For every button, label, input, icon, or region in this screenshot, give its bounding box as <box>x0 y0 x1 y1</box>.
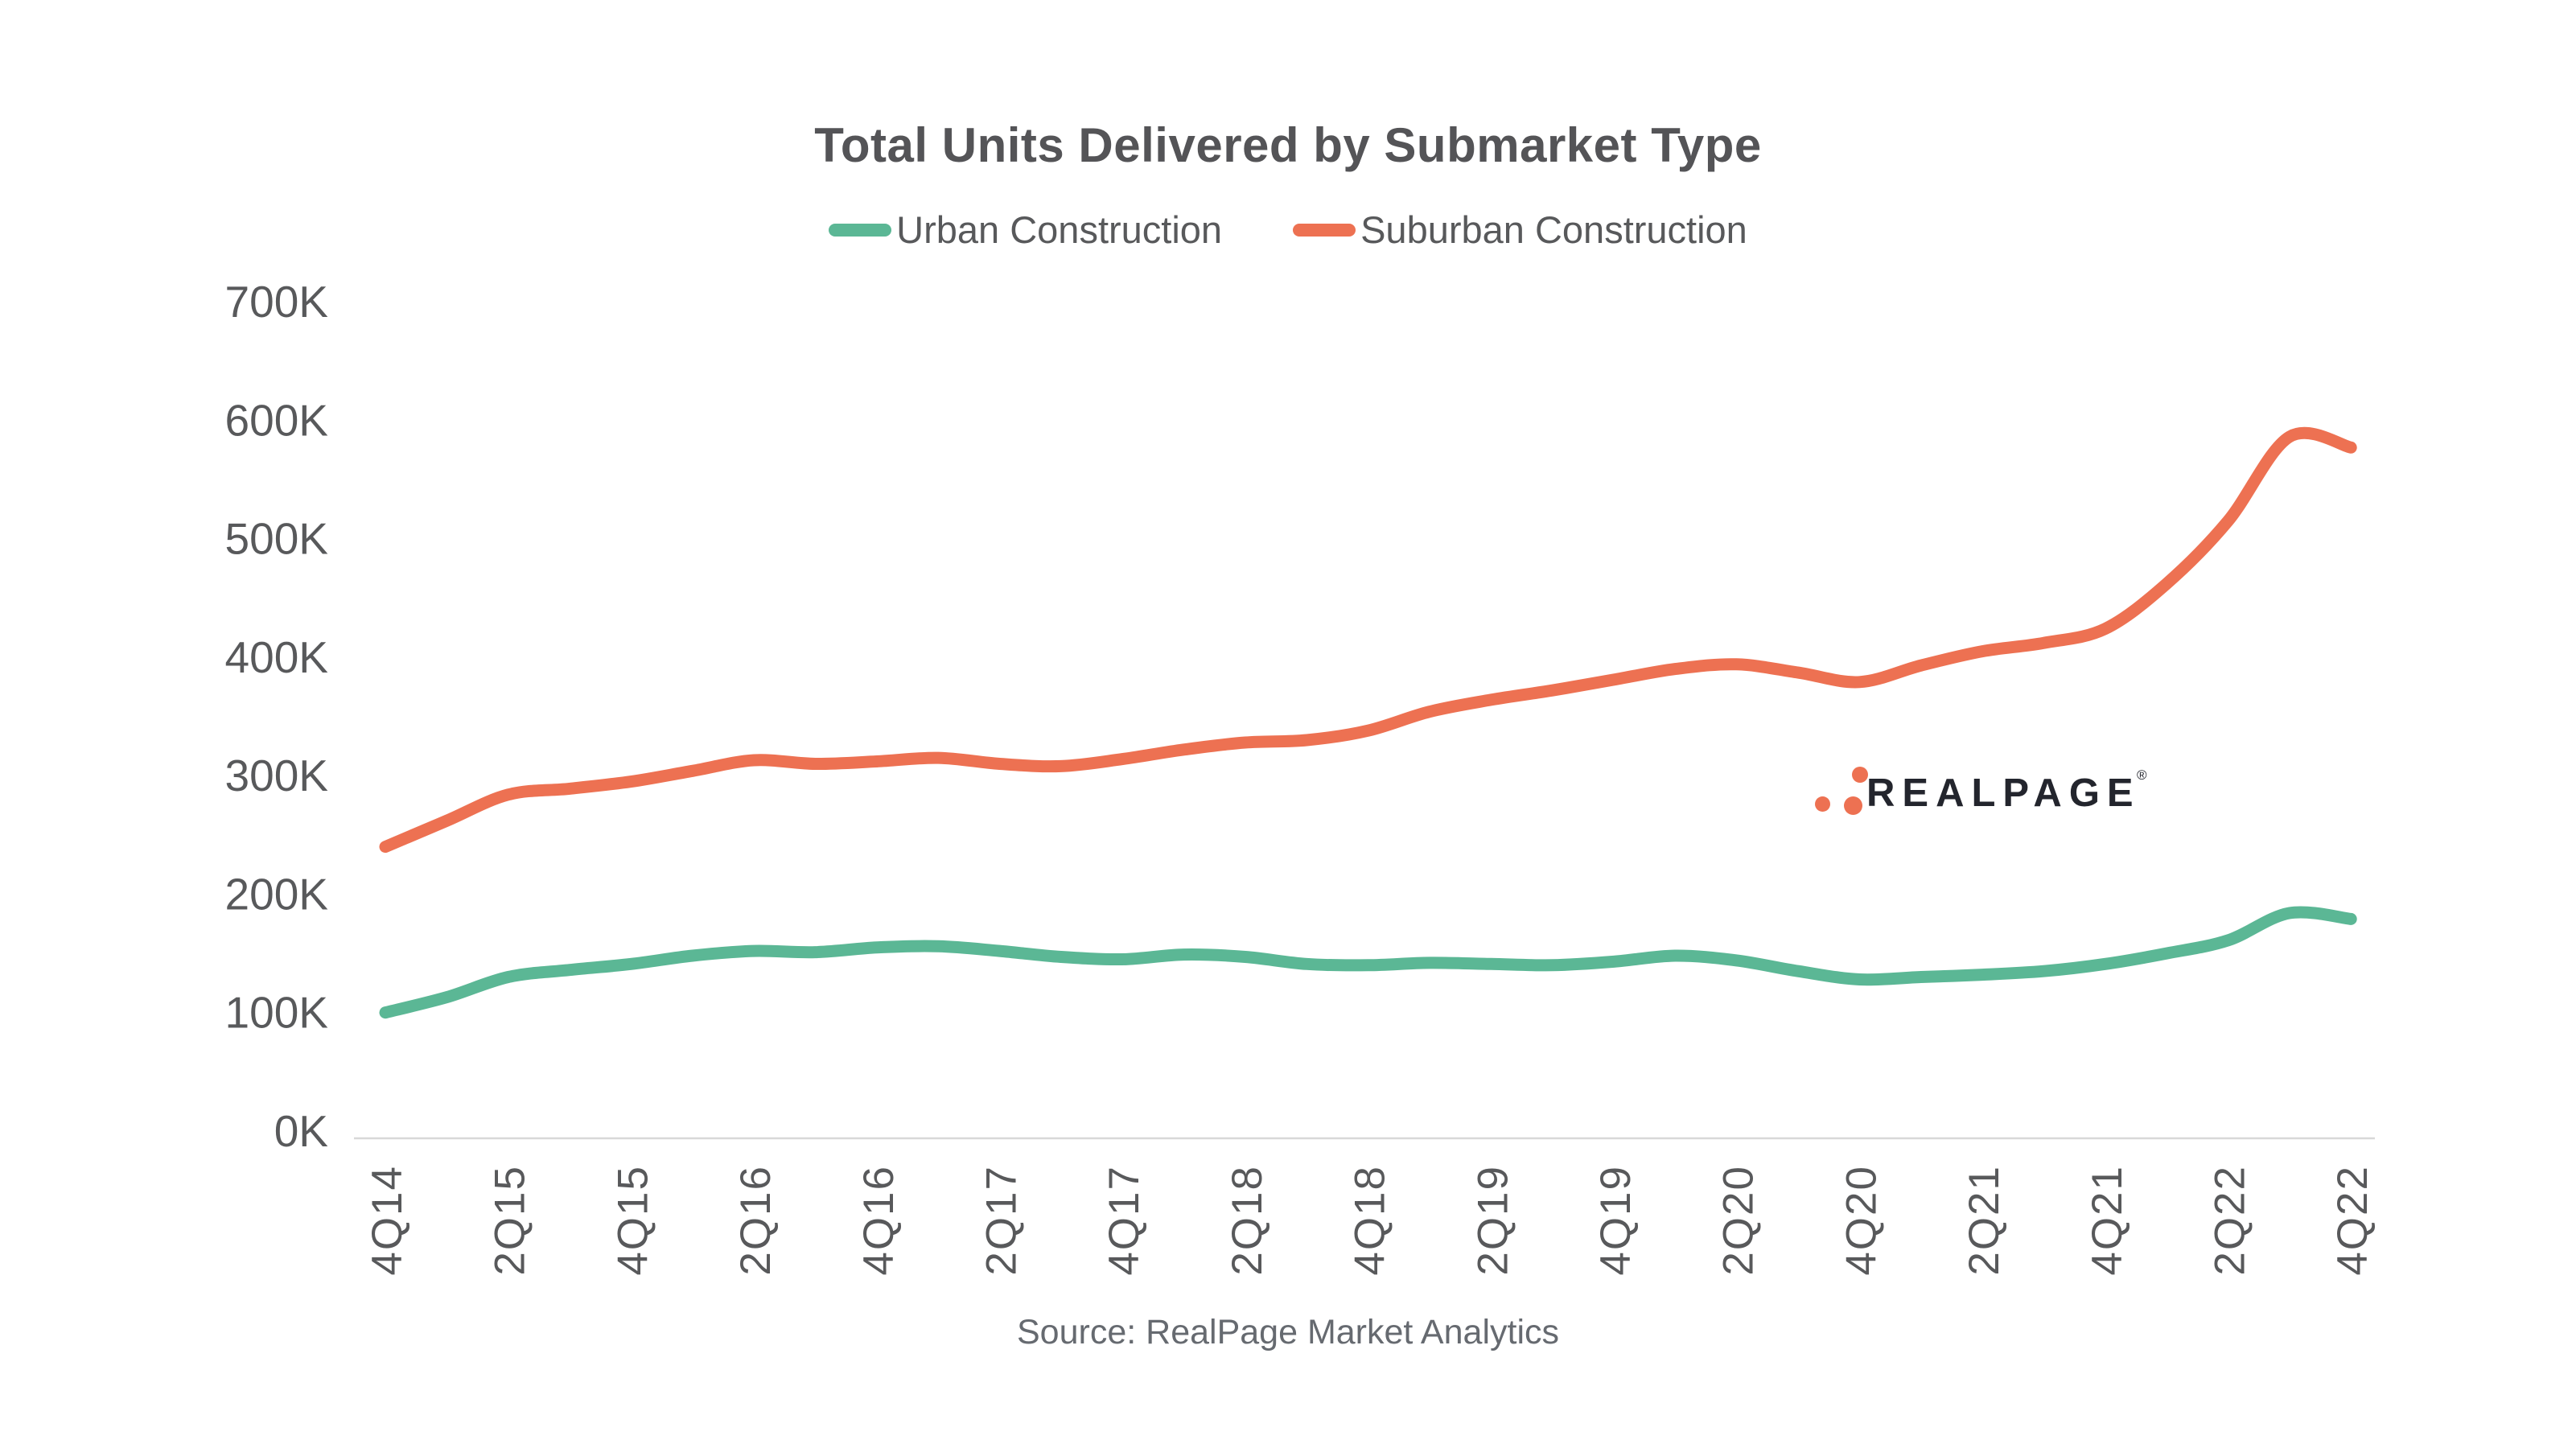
x-axis-tick-label: 2Q19 <box>1469 1165 1516 1276</box>
y-axis-tick-label: 100K <box>225 988 329 1038</box>
x-axis-tick-label: 2Q22 <box>2207 1165 2254 1276</box>
realpage-logo-text: REALPAGE <box>1866 771 2141 815</box>
x-axis-tick-label: 4Q17 <box>1101 1165 1148 1276</box>
y-axis-tick-label: 0K <box>274 1106 329 1156</box>
y-axis-tick-label: 700K <box>225 277 329 327</box>
y-axis-tick-label: 400K <box>225 632 329 682</box>
x-axis-tick-label: 2Q20 <box>1715 1165 1763 1276</box>
x-axis-tick-label: 4Q15 <box>609 1165 656 1276</box>
y-axis-tick-label: 600K <box>225 395 329 445</box>
registered-trademark-icon: ® <box>2137 767 2147 783</box>
x-axis-tick-label: 2Q21 <box>1961 1165 2008 1276</box>
x-axis-tick-label: 4Q22 <box>2329 1165 2376 1276</box>
source-attribution: Source: RealPage Market Analytics <box>1017 1313 1559 1351</box>
logo-dot-top <box>1852 767 1868 783</box>
x-axis-tick-label: 4Q18 <box>1347 1165 1394 1276</box>
legend-label-urban: Urban Construction <box>896 208 1223 251</box>
line-urban-construction <box>379 906 2357 1019</box>
x-axis-tick-label: 4Q19 <box>1592 1165 1640 1276</box>
chart-title: Total Units Delivered by Submarket Type <box>814 118 1762 172</box>
x-axis-tick-label: 2Q18 <box>1224 1165 1271 1276</box>
x-axis-tick-label: 2Q16 <box>732 1165 780 1276</box>
y-axis-tick-label: 200K <box>225 869 329 919</box>
legend-item-suburban: Suburban Construction <box>1293 208 1747 252</box>
legend-label-suburban: Suburban Construction <box>1360 208 1747 251</box>
x-axis-tick-label: 4Q16 <box>855 1165 903 1276</box>
x-axis-tick-label: 4Q14 <box>364 1165 411 1276</box>
logo-dot-bottom-right <box>1844 796 1862 815</box>
legend-item-urban: Urban Construction <box>829 208 1222 252</box>
realpage-logo: REALPAGE ® <box>1809 755 2162 827</box>
legend-swatch-urban <box>829 223 892 237</box>
line-suburban-construction <box>379 426 2357 854</box>
y-axis-tick-label: 500K <box>225 514 329 564</box>
x-axis-tick-label: 4Q20 <box>1837 1165 1885 1276</box>
x-axis-tick-label: 2Q17 <box>978 1165 1026 1276</box>
x-axis-tick-label: 4Q21 <box>2084 1165 2131 1276</box>
x-axis-tick-label: 2Q15 <box>487 1165 534 1276</box>
chart-legend: Urban Construction Suburban Construction <box>0 208 2576 252</box>
logo-dot-bottom-left <box>1815 796 1830 812</box>
y-axis-tick-label: 300K <box>225 751 329 800</box>
legend-swatch-suburban <box>1293 223 1356 237</box>
